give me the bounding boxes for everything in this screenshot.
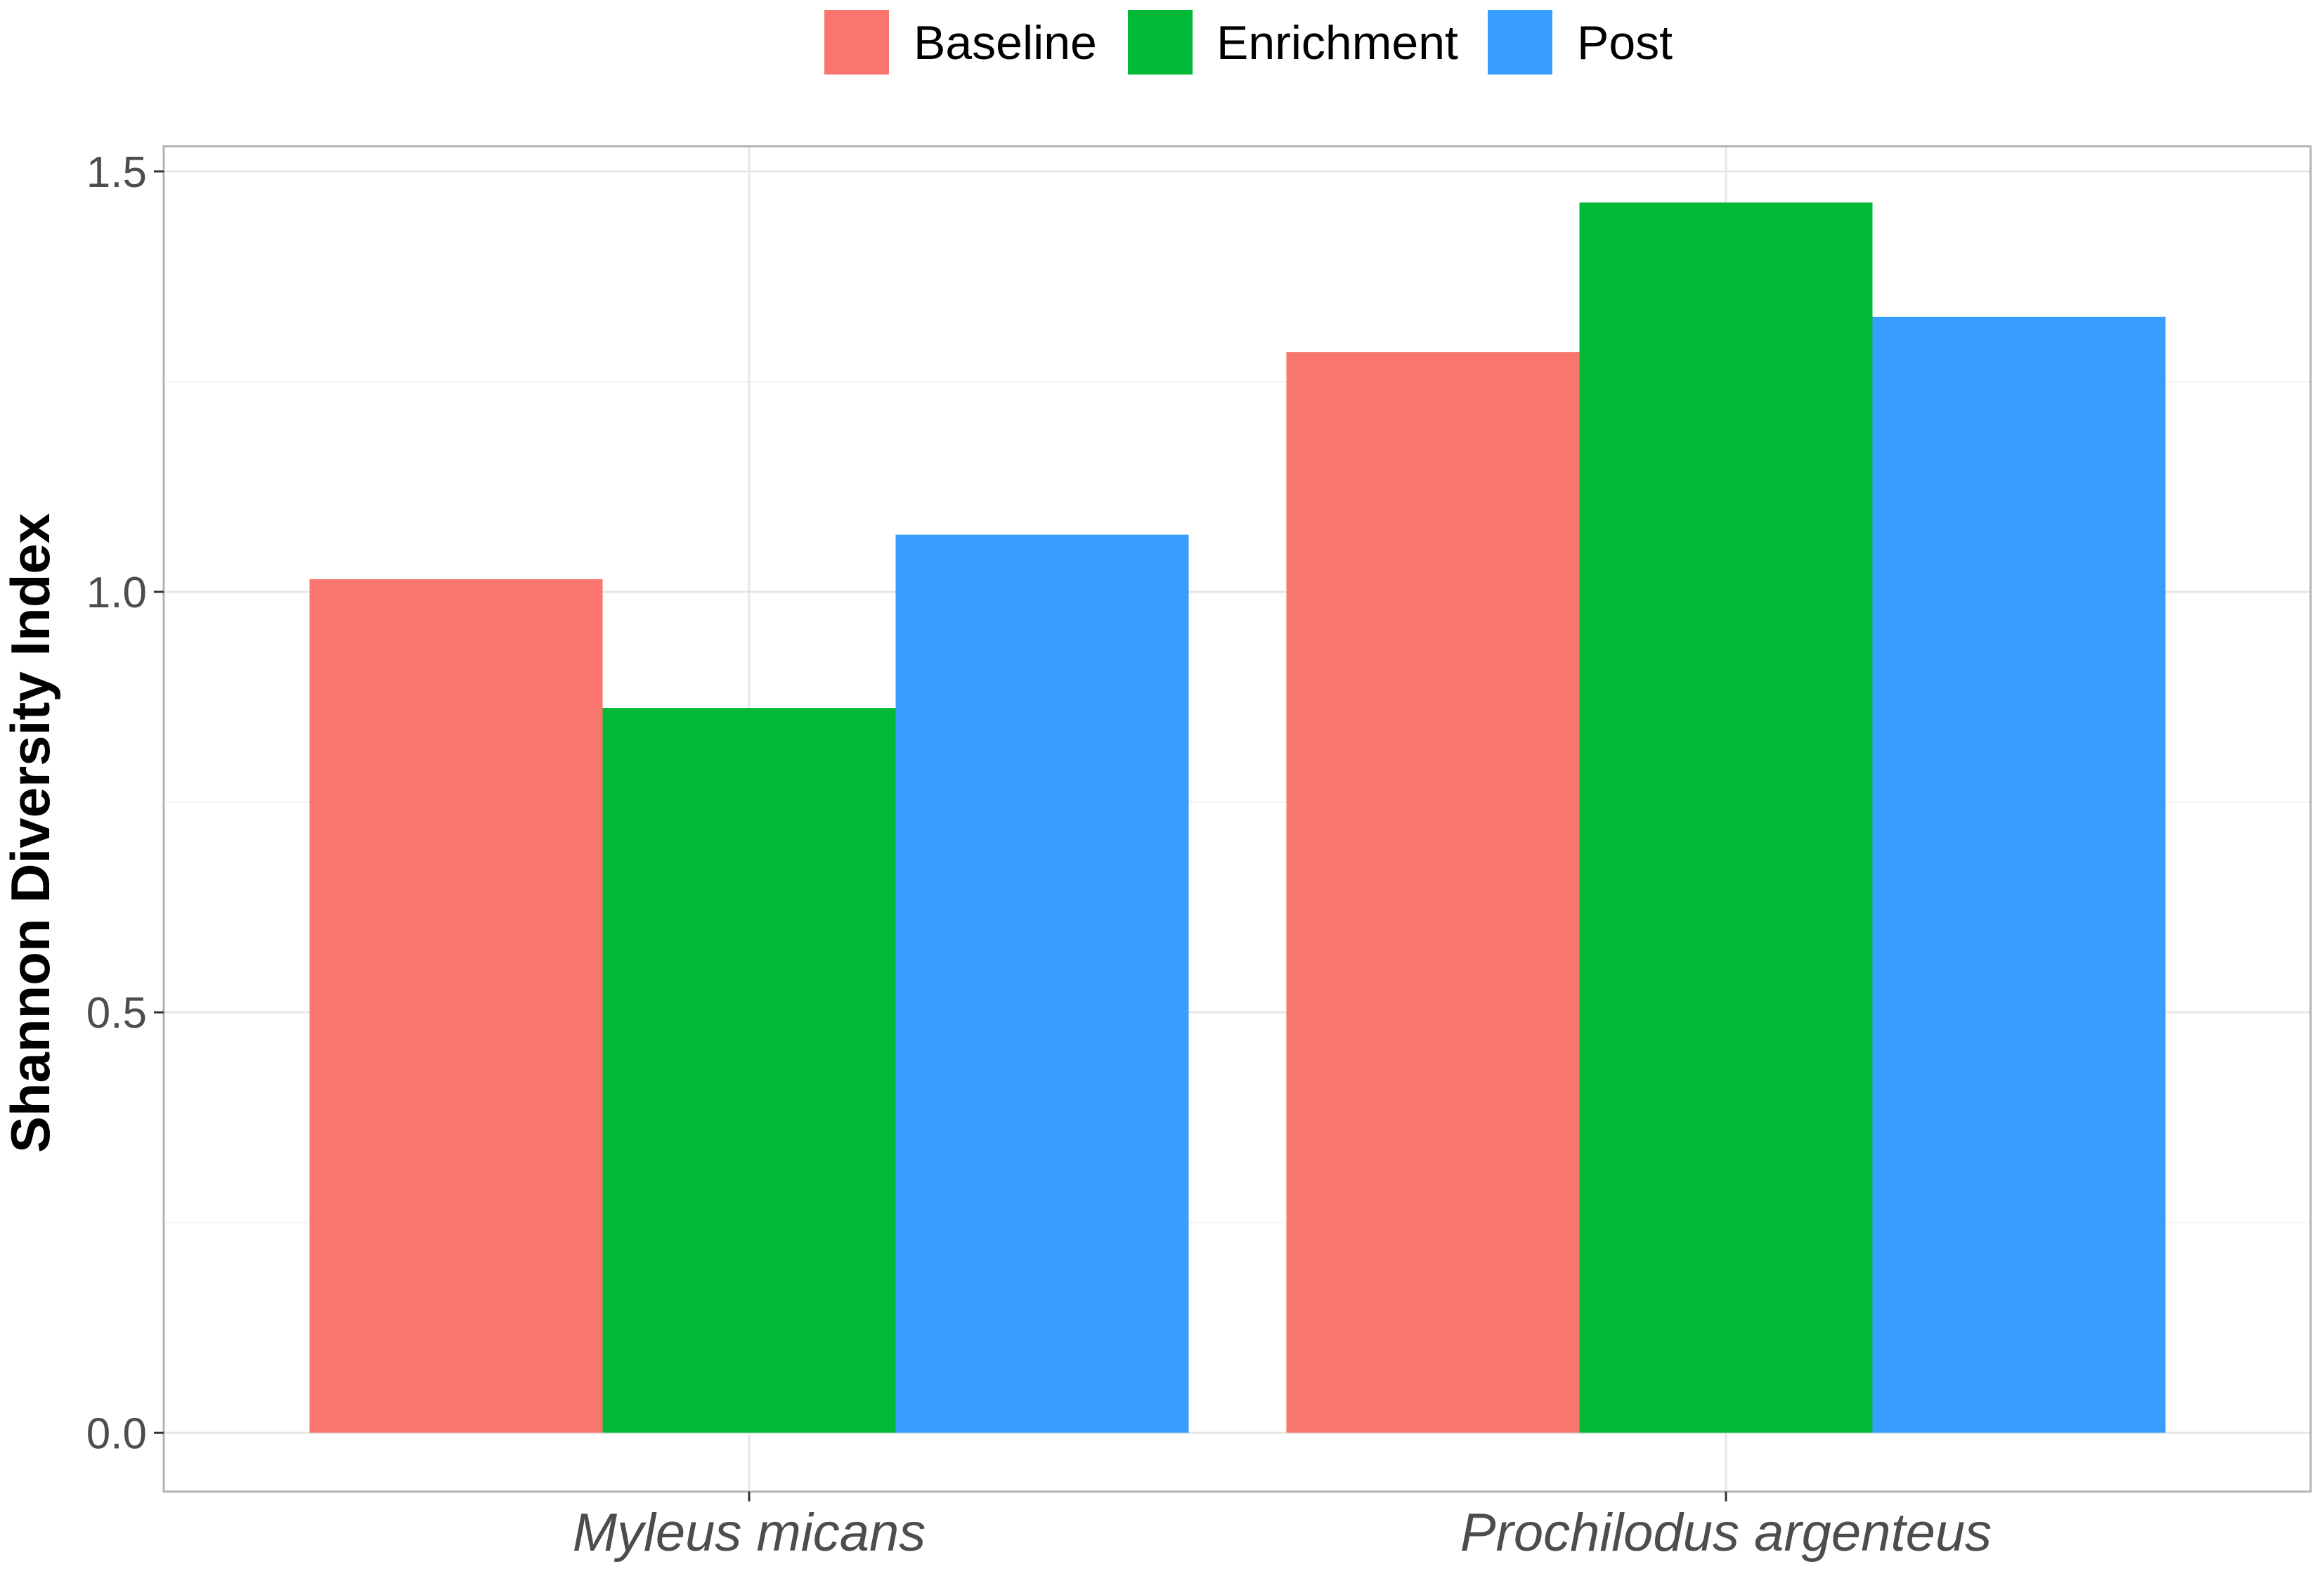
plot-border [162, 145, 2312, 1493]
legend-label-post: Post [1577, 16, 1673, 70]
legend-key-post [1488, 10, 1552, 75]
bar-baseline-0 [309, 579, 603, 1433]
y-axis-label: Shannon Diversity Index [0, 513, 61, 1153]
bar-post-1 [1872, 316, 2166, 1433]
bar-post-0 [895, 534, 1189, 1433]
legend-key-enrichment [1128, 10, 1193, 75]
bars [309, 202, 2166, 1433]
legend-label-enrichment: Enrichment [1216, 16, 1458, 70]
y-tick-label: 1.0 [86, 569, 147, 617]
legend-key-baseline [824, 10, 889, 75]
legend: Baseline Enrichment Post [824, 10, 1673, 75]
y-axis: 0.0 0.5 1.0 1.5 [86, 148, 164, 1458]
y-tick-label: 0.5 [86, 989, 147, 1038]
y-tick-label: 0.0 [86, 1409, 147, 1458]
bar-enrichment-0 [602, 708, 896, 1433]
y-tick-label: 1.5 [86, 148, 147, 197]
x-tick-label: Myleus micans [573, 1503, 926, 1563]
x-tick-label: Prochilodus argenteus [1460, 1503, 1992, 1563]
x-axis: Myleus micans Prochilodus argenteus [573, 1492, 1992, 1563]
bar-baseline-1 [1286, 352, 1580, 1433]
bar-enrichment-1 [1579, 202, 1873, 1433]
legend-label-baseline: Baseline [914, 16, 1097, 70]
